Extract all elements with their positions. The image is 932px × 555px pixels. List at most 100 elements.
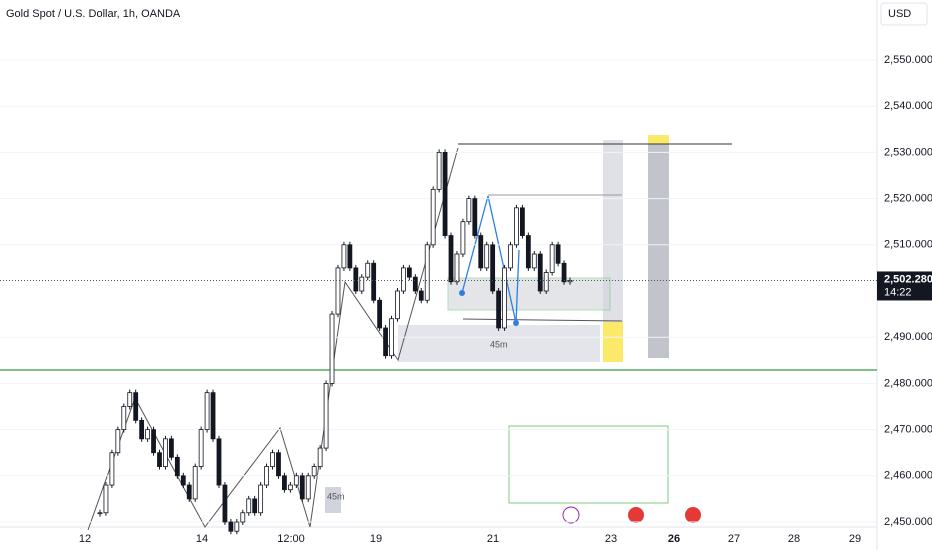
candle [317,447,323,467]
candle [299,475,305,500]
candle [341,244,347,269]
candle [436,151,442,190]
candle [383,327,388,357]
candle [234,521,240,532]
candle [549,244,555,273]
x-tick-label: 12 [79,533,91,545]
candle [157,452,162,467]
event-icon[interactable] [562,506,580,524]
candle [151,429,156,454]
candle [252,498,258,514]
last-price-box [877,271,932,301]
y-tick-label: 2,520.000 [884,193,932,205]
candle [502,267,507,329]
candle [305,475,311,500]
pattern-point [513,320,519,326]
candle [270,452,275,467]
candle [543,272,549,292]
candle [311,466,317,477]
countdown: 14:22 [884,286,912,298]
candle [555,244,561,264]
candle [359,276,365,292]
candle [240,512,246,523]
zone-box [325,487,341,513]
candle [377,299,383,329]
y-tick-label: 2,460.000 [884,470,932,482]
x-tick-label: 21 [487,533,499,545]
candle [163,438,168,467]
candle [145,429,150,440]
candle [389,318,394,357]
y-tick-label: 2,490.000 [884,331,932,343]
currency-button[interactable] [880,2,928,26]
candle [395,290,400,320]
candle [174,456,180,477]
candle [168,438,174,458]
candle [139,419,145,440]
x-tick-label: 23 [605,533,617,545]
x-tick-label: 19 [370,533,382,545]
candle [365,262,371,278]
candle [561,262,567,283]
candle [466,198,472,223]
candle [448,235,454,283]
x-tick-label: 26 [668,533,680,545]
candle [210,392,216,440]
candle [287,484,293,491]
y-tick-label: 2,480.000 [884,377,932,389]
candle [192,466,198,500]
candle [246,498,252,514]
candle [508,244,513,269]
candle [412,276,418,292]
annotation: 45m [490,339,508,349]
event-icon[interactable] [628,507,644,523]
candle [401,267,406,292]
candle [424,244,430,301]
x-tick-label: 12:00 [277,533,305,545]
zone-box [398,325,600,362]
y-tick-label: 2,470.000 [884,424,932,436]
candle [282,475,287,491]
candle [418,290,424,301]
y-tick-label: 2,530.000 [884,146,932,158]
candle [484,244,490,269]
candle [323,382,329,449]
candle [335,267,341,315]
candle [478,235,484,269]
candle [264,466,269,486]
candle [406,267,412,278]
range-box [648,142,669,358]
candle [103,484,109,514]
candle [127,392,133,407]
candle [222,484,228,523]
target-box [648,135,669,144]
candle [490,244,496,292]
x-tick-label: 14 [196,533,208,545]
candle [276,452,281,477]
candle [180,475,186,486]
candle [97,512,103,515]
candle [198,429,204,467]
y-tick-label: 2,510.000 [884,239,932,251]
candle [442,151,448,236]
target-box [603,322,623,362]
candle [537,253,543,292]
y-tick-label: 2,550.000 [884,54,932,66]
zone-box [508,425,669,504]
candle [329,313,335,384]
candle [109,452,115,486]
candle [496,290,502,329]
x-tick-label: 27 [728,533,740,545]
x-tick-label: 28 [788,533,800,545]
candle [371,262,377,301]
candle [514,207,519,246]
candle [228,521,234,532]
y-tick-label: 2,540.000 [884,100,932,112]
event-icon[interactable] [685,507,701,523]
last-price-label: 2,502.280 [884,273,932,285]
zone-box [447,277,611,311]
candle [520,207,525,236]
candle [204,392,210,431]
currency-label[interactable]: USD [888,8,911,20]
